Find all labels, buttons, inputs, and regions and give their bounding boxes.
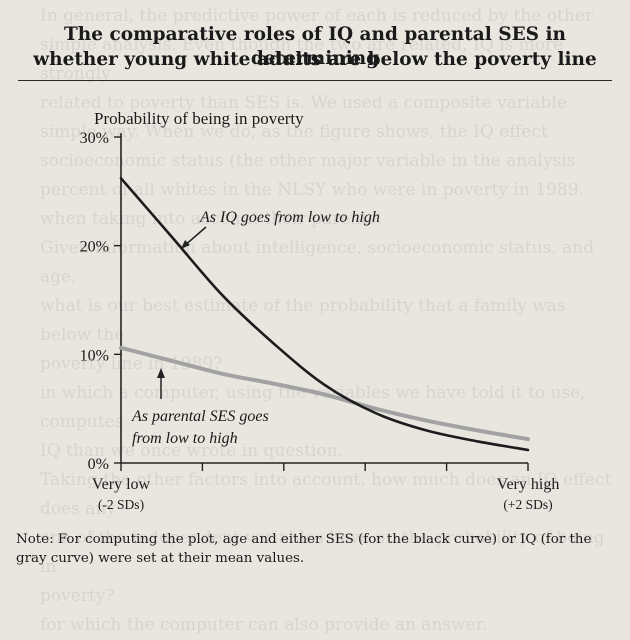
y-tick-label: 30% (80, 130, 109, 147)
y-axis-label: Probability of being in poverty (94, 109, 304, 128)
x-tick-label: Very low (92, 476, 151, 493)
annotations: As IQ goes from low to high As parental S… (131, 209, 380, 447)
y-ticks: 0% 10% 20% 30% (80, 130, 121, 473)
iq-curve (119, 177, 530, 452)
curves (119, 177, 530, 452)
ses-annotation-line-2: from low to high (132, 430, 238, 447)
chart-note: Note: For computing the plot, age and ei… (16, 532, 592, 566)
x-ticks: Very low (-2 SDs) Very high (+2 SDs) (92, 463, 559, 512)
axes (120, 133, 528, 464)
x-tick-label-sublabel: (+2 SDs) (503, 497, 552, 512)
iq-annotation: As IQ goes from low to high (199, 209, 380, 226)
title-rule (18, 80, 612, 81)
poverty-chart: Probability of being in poverty 0% 10% 20%… (80, 109, 560, 512)
chart-title-line-2: whether young white adults are below the… (33, 49, 597, 70)
x-tick-label: Very high (497, 476, 560, 493)
y-tick-label: 20% (80, 239, 109, 256)
ses-curve (119, 345, 530, 442)
y-tick-label: 10% (80, 347, 109, 364)
x-tick-label-sublabel: (-2 SDs) (98, 497, 144, 512)
iq-arrow-head (181, 240, 190, 249)
chart-title-line-1: The comparative roles of IQ and parental… (64, 24, 566, 69)
y-tick-label: 0% (88, 456, 109, 473)
ses-arrow-head (157, 368, 165, 378)
ses-annotation-line-1: As parental SES goes (131, 408, 269, 425)
